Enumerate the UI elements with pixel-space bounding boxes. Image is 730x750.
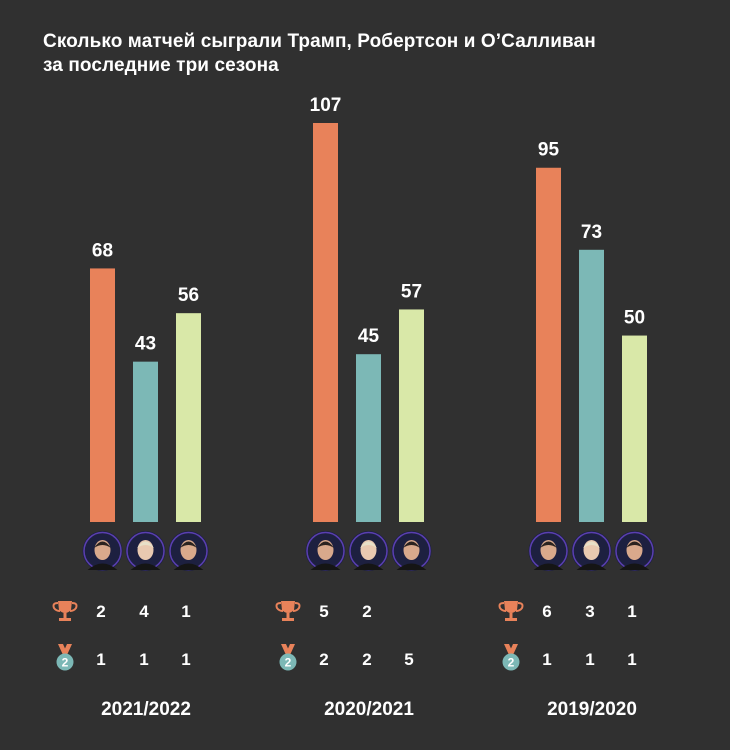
bar xyxy=(90,268,115,522)
season-group: 107 45 57 2 5 2 2 2 5 2020/2021 xyxy=(275,95,432,720)
finals-lost-count: 1 xyxy=(181,650,190,669)
finals-lost-count: 1 xyxy=(542,650,551,669)
titles-won-count: 2 xyxy=(96,602,105,621)
player-avatar xyxy=(348,531,389,571)
bar-value-label: 107 xyxy=(310,95,342,116)
bar xyxy=(622,335,647,522)
bar xyxy=(399,309,424,522)
bar xyxy=(356,354,381,522)
runner-up-medal-icon: 2 xyxy=(502,644,520,671)
bar xyxy=(176,313,201,522)
finals-lost-count: 2 xyxy=(319,650,328,669)
player-avatar xyxy=(528,531,569,571)
trophy-icon xyxy=(52,601,78,621)
season-label: 2020/2021 xyxy=(324,699,414,720)
player-avatar xyxy=(571,531,612,571)
svg-text:2: 2 xyxy=(285,656,292,670)
bar-value-label: 73 xyxy=(581,222,602,243)
bar xyxy=(313,123,338,522)
trophy-icon xyxy=(275,601,301,621)
bar-value-label: 95 xyxy=(538,140,560,161)
trophy-icon xyxy=(498,601,524,621)
bar xyxy=(579,249,604,523)
bar-value-label: 45 xyxy=(358,326,380,347)
season-group: 95 73 50 2 6 3 1 1 1 1 2019/2020 xyxy=(498,140,655,720)
player-avatar xyxy=(82,531,123,571)
svg-text:2: 2 xyxy=(62,656,69,670)
finals-lost-count: 1 xyxy=(139,650,148,669)
titles-won-count: 6 xyxy=(542,602,551,621)
finals-lost-count: 1 xyxy=(627,650,636,669)
titles-won-count: 3 xyxy=(585,602,594,621)
player-avatar xyxy=(305,531,346,571)
finals-lost-count: 1 xyxy=(585,650,594,669)
titles-won-count: 1 xyxy=(181,602,190,621)
player-avatar xyxy=(168,531,209,571)
titles-won-count: 4 xyxy=(139,602,149,621)
titles-won-count: 1 xyxy=(627,602,636,621)
season-label: 2021/2022 xyxy=(101,699,191,720)
chart-title-line-2: за последние три сезона xyxy=(43,55,279,76)
bar-value-label: 57 xyxy=(401,281,422,302)
bar xyxy=(536,167,561,522)
runner-up-medal-icon: 2 xyxy=(56,644,74,671)
bar-value-label: 68 xyxy=(92,240,113,261)
player-avatar xyxy=(391,531,432,571)
bar-value-label: 56 xyxy=(178,285,199,306)
player-avatar xyxy=(125,531,166,571)
finals-lost-count: 2 xyxy=(362,650,371,669)
season-group: 68 43 56 2 2 4 1 1 1 1 2021/2022 xyxy=(52,240,209,720)
runner-up-medal-icon: 2 xyxy=(279,644,297,671)
bar-value-label: 43 xyxy=(135,334,156,355)
bar xyxy=(133,361,158,522)
finals-lost-count: 5 xyxy=(404,650,413,669)
chart-title-line-1: Сколько матчей сыграли Трамп, Робертсон … xyxy=(43,31,596,52)
season-label: 2019/2020 xyxy=(547,699,637,720)
finals-lost-count: 1 xyxy=(96,650,105,669)
bar-value-label: 50 xyxy=(624,308,645,329)
svg-text:2: 2 xyxy=(508,656,515,670)
chart-title: Сколько матчей сыграли Трамп, Робертсон … xyxy=(43,30,703,78)
player-avatar xyxy=(614,531,655,571)
titles-won-count: 2 xyxy=(362,602,371,621)
titles-won-count: 5 xyxy=(319,602,328,621)
